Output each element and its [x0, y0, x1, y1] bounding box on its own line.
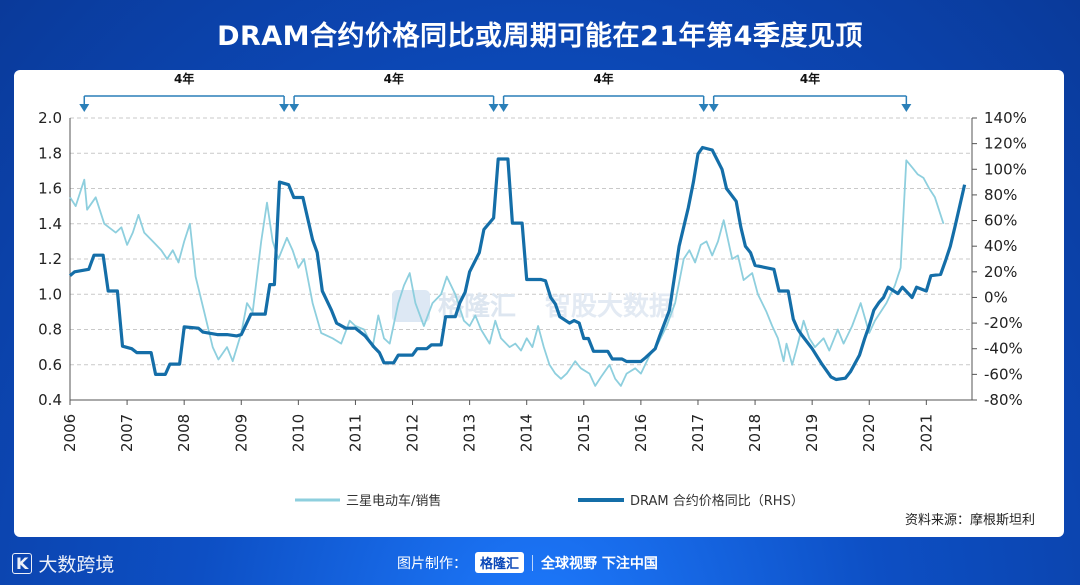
legend: 三星电动车/销售 DRAM 合约价格同比（RHS） — [295, 493, 804, 509]
brand-icon: K — [12, 553, 33, 574]
left-tick-label: 0.4 — [38, 391, 62, 409]
x-tick-label: 2015 — [575, 414, 593, 452]
x-tick-label: 2011 — [346, 414, 364, 452]
right-tick-label: 60% — [984, 212, 1017, 230]
right-tick-label: 140% — [984, 109, 1027, 127]
x-tick-label: 2013 — [461, 414, 479, 452]
right-tick-label: -80% — [984, 391, 1023, 409]
cycle-arrow — [498, 104, 509, 112]
cycle-annotations: 4年 4年 4年 4年 — [79, 71, 912, 112]
grid-lines — [70, 117, 972, 401]
x-tick-label: 2017 — [689, 414, 707, 452]
footer-credit: 图片制作： 格隆汇 全球视野 下注中国 — [397, 552, 658, 573]
cycle-label: 4年 — [593, 71, 613, 86]
cycle-arrow — [901, 104, 912, 112]
watermark: 格隆汇 智股大数据 — [392, 290, 675, 322]
right-tick-label: -20% — [984, 314, 1023, 332]
cycle-arrow — [279, 104, 290, 112]
footer-logo: 格隆汇 — [475, 552, 525, 573]
left-tick-label: 1.0 — [38, 285, 62, 303]
cycle-arrow — [708, 104, 719, 112]
watermark-right: 智股大数据 — [545, 292, 675, 322]
left-tick-label: 1.2 — [38, 250, 62, 268]
left-tick-label: 2.0 — [38, 109, 62, 127]
x-tick-label: 2009 — [232, 414, 250, 452]
series-line-samsung — [69, 159, 945, 387]
x-tick-label: 2014 — [518, 414, 536, 452]
left-tick-label: 0.8 — [38, 321, 62, 339]
footer-slogan: 全球视野 下注中国 — [541, 555, 658, 572]
x-tick-label: 2018 — [746, 414, 764, 452]
cycle-arrow — [698, 104, 709, 112]
series-lines — [68, 145, 967, 387]
left-tick-label: 1.4 — [38, 215, 62, 233]
x-tick-label: 2016 — [632, 414, 650, 452]
made-by-label: 图片制作： — [397, 555, 467, 572]
x-tick-label: 2020 — [860, 414, 878, 452]
cycle-arrow — [79, 104, 90, 112]
left-tick-label: 0.6 — [38, 356, 62, 374]
cycle-arrow — [488, 104, 499, 112]
cycle-arrow — [289, 104, 300, 112]
cycle-label: 4年 — [174, 71, 194, 86]
x-tick-label: 2012 — [404, 414, 422, 452]
right-tick-label: 100% — [984, 160, 1027, 178]
page-title: DRAM合约价格同比或周期可能在21年第4季度见顶 — [217, 21, 863, 52]
series-line-dram — [68, 145, 967, 382]
x-tick-label: 2006 — [61, 414, 79, 452]
brand-left-text: 大数跨境 — [38, 554, 115, 576]
cycle-label: 4年 — [800, 71, 820, 86]
x-tick-label: 2007 — [118, 414, 136, 452]
axes: 2.0 1.8 1.6 1.4 1.2 1.0 0.8 0.6 0.4 140% 120% 100% 8… — [38, 109, 1027, 452]
x-tick-label: 2010 — [289, 414, 307, 452]
legend-label-samsung: 三星电动车/销售 — [346, 493, 441, 509]
right-tick-label: 80% — [984, 186, 1017, 204]
x-tick-label: 2008 — [175, 414, 193, 452]
legend-label-dram: DRAM 合约价格同比（RHS） — [630, 493, 804, 509]
right-tick-label: 40% — [984, 237, 1017, 255]
right-tick-label: 20% — [984, 263, 1017, 281]
left-tick-label: 1.8 — [38, 144, 62, 162]
source-note: 资料来源：摩根斯坦利 — [905, 512, 1035, 528]
cycle-label: 4年 — [384, 71, 404, 86]
footer-divider — [532, 554, 534, 571]
right-tick-label: 0% — [984, 288, 1008, 306]
watermark-logo-icon — [392, 290, 430, 322]
right-tick-label: -40% — [984, 340, 1023, 358]
right-tick-label: 120% — [984, 135, 1027, 153]
right-tick-label: -60% — [984, 365, 1023, 383]
chart-panel — [14, 70, 1064, 537]
left-tick-label: 1.6 — [38, 180, 62, 198]
x-tick-label: 2019 — [803, 414, 821, 452]
footer-brand-left: K 大数跨境 — [12, 550, 114, 577]
x-tick-label: 2021 — [917, 414, 935, 452]
